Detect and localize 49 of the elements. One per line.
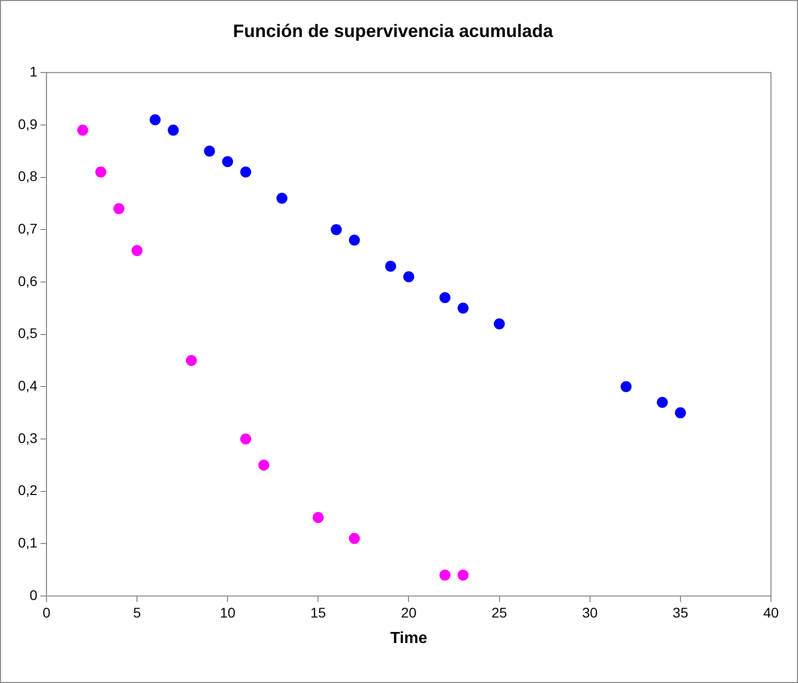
point xyxy=(95,166,106,178)
point xyxy=(204,146,215,157)
point xyxy=(77,124,88,136)
point xyxy=(240,433,252,444)
y-tick-label: 0,2 xyxy=(18,482,38,498)
point xyxy=(276,192,288,204)
point xyxy=(150,114,161,126)
x-tick-label: 20 xyxy=(400,604,417,620)
point xyxy=(258,460,270,471)
x-tick-label: 25 xyxy=(492,604,508,620)
y-tick-label: 0,7 xyxy=(18,220,38,236)
point xyxy=(439,570,450,581)
point xyxy=(348,532,360,544)
y-tick-label: 0,9 xyxy=(18,116,38,132)
point xyxy=(674,407,686,418)
point xyxy=(186,354,197,366)
point xyxy=(312,512,324,523)
point xyxy=(168,124,179,136)
x-tick-label: 0 xyxy=(42,604,51,620)
x-tick-label: 10 xyxy=(220,604,236,620)
point xyxy=(494,318,505,330)
point xyxy=(403,271,414,282)
y-tick-label: 0,8 xyxy=(18,168,38,184)
point xyxy=(439,292,450,304)
y-tick-label: 0,1 xyxy=(18,534,38,551)
x-tick-label: 30 xyxy=(582,604,598,620)
x-tick-label: 40 xyxy=(763,604,779,620)
x-axis-title: Time xyxy=(390,630,428,647)
x-tick-label: 5 xyxy=(133,604,142,620)
y-tick-label: 0 xyxy=(30,586,38,603)
point xyxy=(113,203,124,214)
y-tick-label: 0,5 xyxy=(18,325,38,342)
point xyxy=(330,224,342,236)
point xyxy=(458,570,469,581)
point xyxy=(620,381,632,392)
y-tick-label: 0,3 xyxy=(18,430,38,446)
chart-title: Función de supervivencia acumulada xyxy=(232,20,554,41)
y-tick-label: 0,4 xyxy=(18,378,38,394)
x-tick-label: 15 xyxy=(310,604,326,620)
y-tick-label: 1 xyxy=(30,63,38,80)
point xyxy=(348,234,360,246)
y-tick-label: 0,6 xyxy=(18,272,38,289)
point xyxy=(385,260,396,272)
point xyxy=(656,396,668,408)
point xyxy=(458,302,469,314)
point xyxy=(222,156,234,168)
point xyxy=(132,245,143,256)
point xyxy=(240,166,252,178)
x-tick-label: 35 xyxy=(672,604,688,620)
